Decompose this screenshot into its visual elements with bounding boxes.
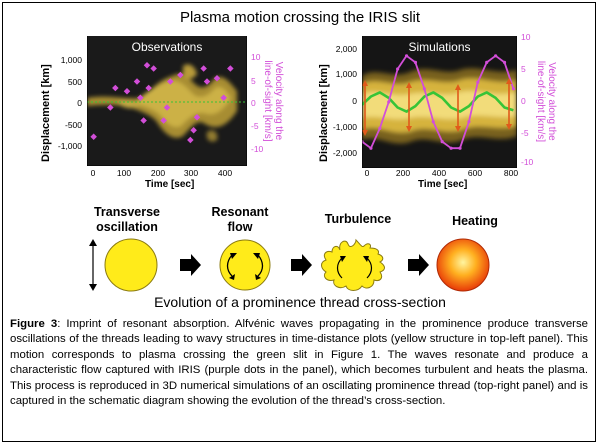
turbulence-icon	[321, 238, 385, 291]
velocity-point	[369, 146, 373, 150]
right-xtick: 200	[395, 168, 411, 178]
displacement-line	[362, 91, 514, 113]
right-vtick: 5	[521, 64, 526, 74]
left-xtick: 300	[183, 168, 199, 178]
velocity-point	[502, 60, 507, 64]
velocity-point	[396, 67, 400, 71]
right-vtick: -5	[521, 128, 529, 138]
observations-points	[90, 61, 234, 144]
velocity-point	[413, 60, 418, 64]
velocity-point	[123, 87, 131, 95]
velocity-point	[112, 84, 119, 92]
right-ytick: -2,000	[332, 148, 357, 158]
velocity-point	[378, 126, 382, 130]
velocity-point	[90, 133, 97, 141]
velocity-point	[143, 61, 151, 69]
stage-label-turbulence: Turbulence	[324, 212, 392, 226]
velocity-line	[362, 54, 515, 150]
caption-text: : Imprint of resonant absorption. Alfvén…	[10, 318, 589, 408]
transverse-oscillation-icon	[89, 238, 158, 292]
velocity-point	[133, 78, 141, 85]
left-ytick: 1,000	[60, 55, 82, 65]
figure-title: Plasma motion crossing the IRIS slit	[179, 9, 421, 26]
observations-label: Observations	[131, 40, 203, 54]
right-xlabel: Time [sec]	[418, 179, 468, 190]
stage-label-heating: Heating	[452, 214, 498, 228]
right-ytick: 0	[352, 96, 357, 106]
right-vtick: 10	[521, 32, 531, 42]
left-xtick: 400	[217, 168, 233, 178]
right-ytick: -1,000	[332, 122, 357, 132]
left-vtick: 10	[251, 52, 261, 62]
right-xtick: 400	[431, 168, 447, 178]
arrow-right-icon	[291, 254, 312, 276]
stage-caption: Evolution of a prominence thread cross-s…	[154, 294, 446, 310]
left-xtick: 100	[116, 168, 132, 178]
simulations-label: Simulations	[408, 40, 471, 54]
left-xlabel: Time [sec]	[145, 179, 195, 190]
left-vtick: -5	[251, 121, 259, 131]
velocity-point	[190, 126, 197, 134]
left-ytick: 0	[77, 98, 82, 108]
right-ytick: 2,000	[335, 44, 357, 54]
stages-diagram	[89, 238, 490, 292]
velocity-point	[494, 54, 498, 58]
velocity-point	[163, 104, 171, 111]
velocity-point	[449, 146, 453, 150]
arrow-right-icon	[180, 254, 201, 276]
left-ytick: 500	[67, 77, 82, 87]
arrow-right-icon	[408, 254, 429, 276]
right-xtick: 0	[364, 168, 370, 178]
heating-icon	[436, 238, 490, 292]
simulations-arrows	[362, 78, 512, 136]
simulations-series	[362, 54, 516, 150]
left-ytick: -1,000	[57, 141, 82, 151]
velocity-point	[404, 54, 409, 58]
simulations-structure	[362, 68, 517, 144]
left-ytick: -500	[64, 120, 82, 130]
right-vtick: -10	[521, 157, 534, 167]
velocity-point	[485, 60, 489, 64]
simulations-plot	[362, 36, 517, 168]
figure-caption: Figure 3: Imprint of resonant absorption…	[10, 317, 588, 409]
velocity-point	[440, 140, 444, 144]
left-vtick: 0	[251, 98, 256, 108]
right-ytick: 1,000	[335, 69, 357, 79]
left-vtick: 5	[251, 76, 256, 86]
figure-frame	[2, 2, 596, 442]
resonant-flow-icon	[219, 239, 271, 291]
left-xtick: 200	[150, 168, 166, 178]
right-vtick: 0	[521, 96, 526, 106]
observations-plot	[87, 36, 247, 166]
caption-lead: Figure 3	[10, 318, 58, 330]
velocity-point	[107, 104, 114, 111]
right-xtick: 800	[503, 168, 519, 178]
left-xtick: 0	[90, 168, 96, 178]
stage-label-transverse: Transverse oscillation	[93, 205, 161, 234]
velocity-point	[137, 94, 144, 102]
velocity-point	[458, 146, 462, 150]
velocity-point	[193, 113, 201, 121]
left-vlabel: Velocity along the line-of-sight [km/s]	[262, 60, 284, 142]
velocity-point	[476, 80, 480, 84]
right-vlabel: Velocity along the line-of-sight [km/s]	[535, 60, 557, 143]
velocity-point	[387, 100, 391, 104]
velocity-point	[431, 120, 435, 124]
left-vtick: -10	[251, 144, 264, 154]
observations-structure	[87, 64, 237, 142]
right-xtick: 600	[467, 168, 483, 178]
stage-label-resonant: Resonant flow	[211, 205, 269, 234]
velocity-point	[422, 87, 426, 91]
velocity-point	[511, 87, 516, 91]
velocity-point	[467, 120, 471, 124]
velocity-point	[160, 117, 167, 124]
